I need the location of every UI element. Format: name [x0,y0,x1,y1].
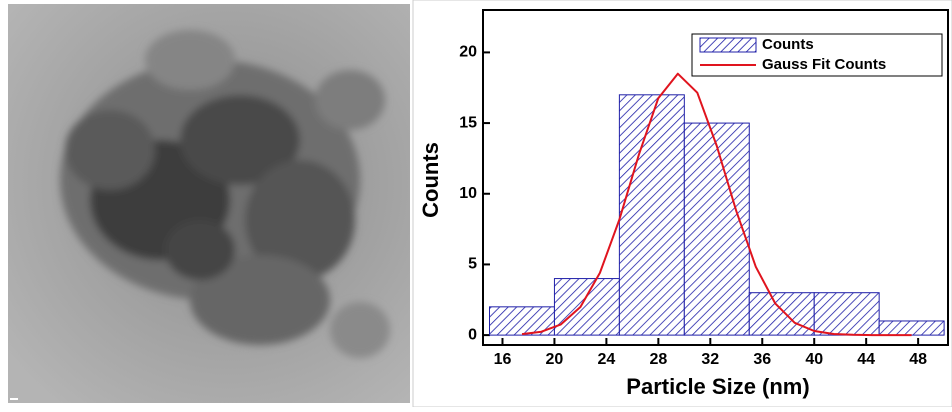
x-tick-label: 20 [546,351,564,368]
x-tick-label: 44 [857,351,875,368]
y-axis-label: Counts [418,142,443,218]
x-axis-label: Particle Size (nm) [626,374,809,399]
x-tick-label: 16 [494,351,512,368]
tem-micrograph [8,4,410,403]
x-tick-label: 48 [909,351,927,368]
y-tick-label: 10 [459,185,477,202]
y-tick-label: 20 [459,44,477,61]
bar [683,122,750,336]
x-tick-label: 28 [649,351,667,368]
legend-swatch [699,37,757,53]
legend-label: Gauss Fit Counts [762,56,886,73]
legend-label: Counts [762,36,814,53]
bar [553,278,620,336]
fit-line [521,72,912,337]
y-tick-label: 0 [468,326,477,343]
plot-frame [482,9,949,346]
x-tick-label: 32 [701,351,719,368]
bar [618,94,685,336]
bar [878,320,945,336]
bar [813,292,880,336]
y-tick-label: 15 [459,114,477,131]
x-tick-label: 24 [597,351,615,368]
y-tick-label: 5 [468,256,477,273]
x-tick-label: 40 [805,351,823,368]
x-tick-label: 36 [753,351,771,368]
bar [748,292,815,336]
